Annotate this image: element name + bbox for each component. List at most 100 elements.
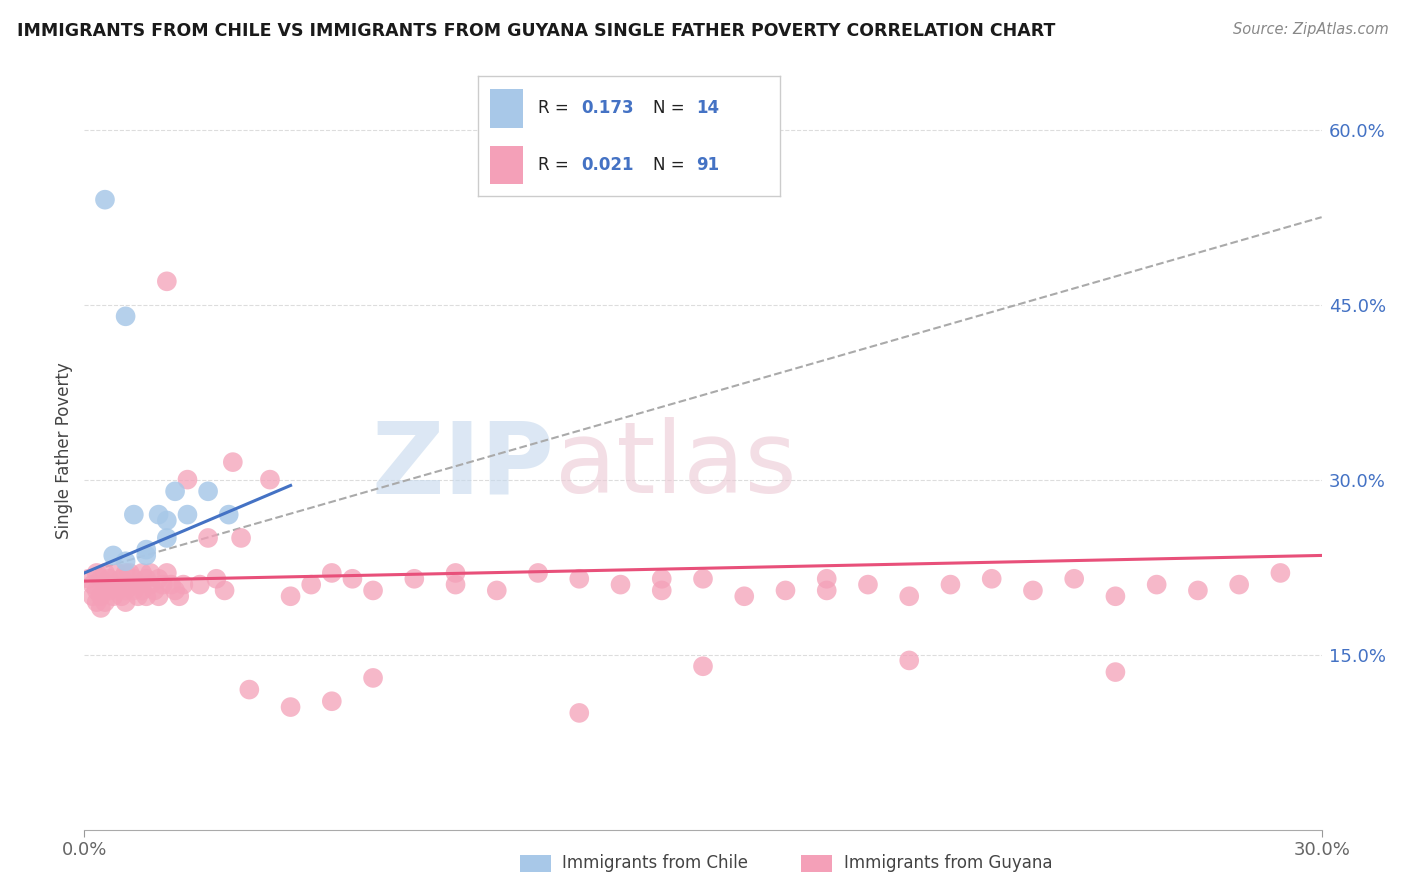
Point	[86, 566, 108, 580]
Text: 14: 14	[696, 99, 718, 118]
Point	[280, 589, 302, 603]
Point	[110, 572, 132, 586]
Point	[1227, 577, 1250, 591]
Text: R =: R =	[538, 99, 575, 118]
Point	[775, 583, 797, 598]
Point	[188, 577, 211, 591]
Text: ZIP: ZIP	[371, 417, 554, 514]
Point	[143, 583, 166, 598]
Point	[1270, 566, 1292, 580]
Point	[105, 583, 128, 598]
Point	[94, 595, 117, 609]
Point	[127, 589, 149, 603]
Point	[165, 583, 187, 598]
Point	[114, 583, 136, 598]
Y-axis label: Single Father Poverty: Single Father Poverty	[55, 362, 73, 539]
Point	[856, 577, 879, 591]
Text: atlas: atlas	[554, 417, 796, 514]
Text: Immigrants from Chile: Immigrants from Chile	[562, 855, 748, 872]
Point	[86, 583, 108, 598]
Point	[148, 572, 170, 586]
Point	[1187, 583, 1209, 598]
Point	[444, 566, 467, 580]
Point	[172, 577, 194, 591]
Point	[321, 566, 343, 580]
Point	[342, 572, 364, 586]
Point	[135, 572, 157, 586]
Point	[110, 589, 132, 603]
Point	[815, 583, 838, 598]
Point	[280, 700, 302, 714]
Point	[135, 542, 157, 557]
Point	[94, 577, 117, 591]
Point	[90, 589, 112, 603]
Point	[156, 513, 179, 527]
Point	[898, 653, 921, 667]
Point	[321, 694, 343, 708]
Point	[485, 583, 508, 598]
Point	[222, 455, 245, 469]
Point	[82, 589, 104, 603]
Point	[214, 583, 236, 598]
Point	[118, 577, 141, 591]
Point	[218, 508, 240, 522]
Point	[1104, 665, 1126, 679]
Text: 0.173: 0.173	[581, 99, 634, 118]
Point	[148, 589, 170, 603]
Point	[82, 577, 104, 591]
Point	[165, 484, 187, 499]
Text: Source: ZipAtlas.com: Source: ZipAtlas.com	[1233, 22, 1389, 37]
Point	[122, 508, 145, 522]
Point	[103, 549, 125, 563]
Text: R =: R =	[538, 156, 575, 174]
Text: N =: N =	[654, 156, 690, 174]
Point	[815, 572, 838, 586]
Point	[156, 531, 179, 545]
Text: 0.021: 0.021	[581, 156, 633, 174]
Point	[77, 572, 100, 586]
Point	[131, 566, 153, 580]
Text: Immigrants from Guyana: Immigrants from Guyana	[844, 855, 1052, 872]
Point	[444, 577, 467, 591]
Point	[160, 577, 183, 591]
Point	[692, 659, 714, 673]
Point	[404, 572, 426, 586]
Point	[361, 671, 384, 685]
Point	[152, 577, 174, 591]
Point	[1022, 583, 1045, 598]
Point	[651, 572, 673, 586]
Point	[103, 589, 125, 603]
Point	[361, 583, 384, 598]
Point	[176, 473, 198, 487]
Point	[259, 473, 281, 487]
Point	[156, 566, 179, 580]
Point	[568, 572, 591, 586]
Text: IMMIGRANTS FROM CHILE VS IMMIGRANTS FROM GUYANA SINGLE FATHER POVERTY CORRELATIO: IMMIGRANTS FROM CHILE VS IMMIGRANTS FROM…	[17, 22, 1056, 40]
Point	[1063, 572, 1085, 586]
Point	[135, 549, 157, 563]
Point	[139, 577, 162, 591]
Text: 91: 91	[696, 156, 718, 174]
Point	[205, 572, 228, 586]
Point	[139, 566, 162, 580]
Point	[939, 577, 962, 591]
Point	[122, 583, 145, 598]
Point	[94, 566, 117, 580]
Point	[733, 589, 755, 603]
Bar	[491, 145, 523, 185]
Point	[229, 531, 252, 545]
Point	[86, 595, 108, 609]
Point	[118, 566, 141, 580]
Point	[898, 589, 921, 603]
Bar	[491, 89, 523, 128]
Point	[90, 572, 112, 586]
Point	[90, 601, 112, 615]
Point	[131, 583, 153, 598]
Text: N =: N =	[654, 99, 690, 118]
Point	[135, 589, 157, 603]
Point	[114, 566, 136, 580]
Point	[103, 577, 125, 591]
Point	[94, 193, 117, 207]
Point	[98, 583, 121, 598]
Point	[197, 531, 219, 545]
